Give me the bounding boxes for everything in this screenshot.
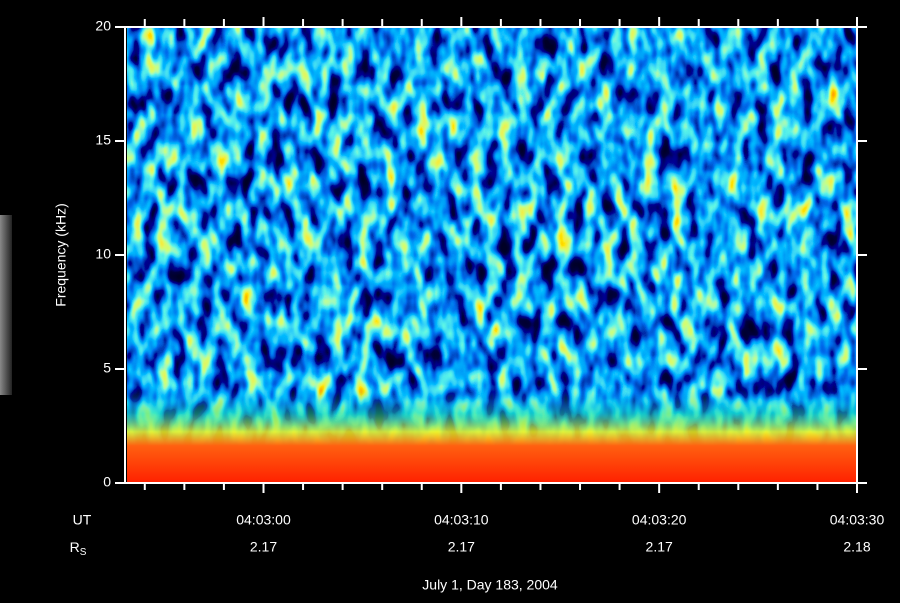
rs-value: 2.18	[843, 539, 870, 555]
spectrogram-low-band	[127, 390, 857, 483]
y-tick-label: 5	[103, 360, 111, 376]
x-tick-label: 04:03:30	[830, 512, 885, 528]
x-tick-label: 04:03:20	[632, 512, 687, 528]
rs-main: R	[70, 539, 80, 555]
x-tick-label: 04:03:10	[434, 512, 489, 528]
background-strip	[0, 215, 12, 395]
x-tick-label: 04:03:00	[236, 512, 291, 528]
ut-row-label: UT	[73, 512, 92, 528]
rs-value: 2.17	[250, 539, 277, 555]
y-tick-label: 10	[95, 246, 111, 262]
rs-value: 2.17	[448, 539, 475, 555]
y-tick-label: 15	[95, 132, 111, 148]
footer: July 1, Day 183, 2004	[422, 577, 558, 593]
rs-value: 2.17	[646, 539, 673, 555]
y-axis-label: Frequency (kHz)	[53, 203, 69, 306]
y-tick-label: 20	[95, 18, 111, 34]
y-tick-label: 0	[103, 474, 111, 490]
spectrogram	[127, 27, 857, 483]
rs-row-label: RS	[70, 539, 87, 558]
rs-sub: S	[80, 547, 87, 558]
